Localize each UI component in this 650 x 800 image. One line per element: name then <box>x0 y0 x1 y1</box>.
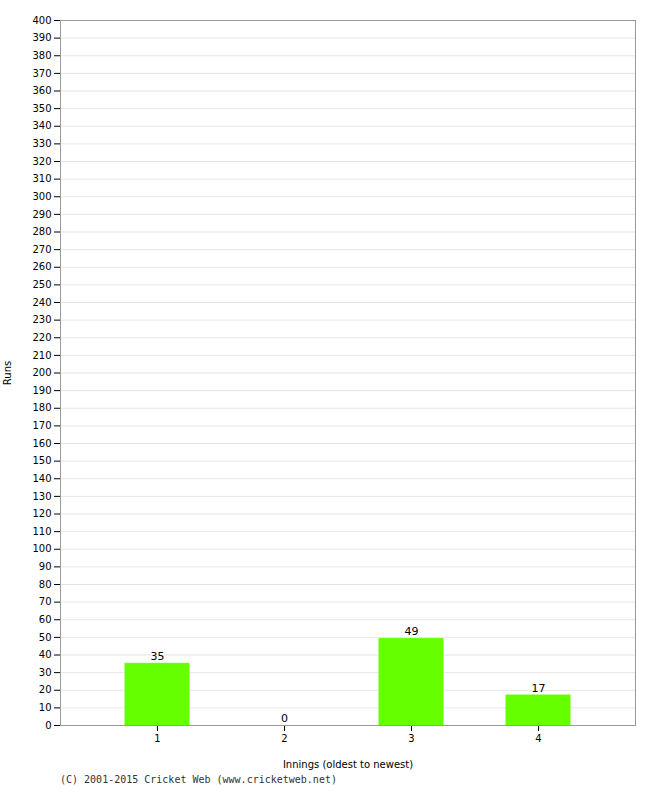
svg-text:330: 330 <box>32 138 51 149</box>
svg-text:17: 17 <box>532 682 546 695</box>
svg-text:40: 40 <box>39 649 52 660</box>
svg-text:210: 210 <box>32 350 51 361</box>
svg-text:150: 150 <box>32 455 51 466</box>
svg-text:90: 90 <box>39 561 52 572</box>
svg-text:170: 170 <box>32 420 51 431</box>
svg-text:400: 400 <box>32 15 51 26</box>
svg-text:220: 220 <box>32 332 51 343</box>
svg-text:340: 340 <box>32 120 51 131</box>
svg-text:300: 300 <box>32 191 51 202</box>
svg-text:20: 20 <box>39 684 52 695</box>
svg-text:290: 290 <box>32 209 51 220</box>
svg-text:3: 3 <box>408 733 414 744</box>
svg-text:250: 250 <box>32 279 51 290</box>
svg-text:Runs: Runs <box>2 361 13 385</box>
svg-text:380: 380 <box>32 50 51 61</box>
svg-text:0: 0 <box>45 720 51 731</box>
svg-text:190: 190 <box>32 385 51 396</box>
svg-text:360: 360 <box>32 85 51 96</box>
svg-text:80: 80 <box>39 579 52 590</box>
svg-text:4: 4 <box>535 733 541 744</box>
svg-text:30: 30 <box>39 667 52 678</box>
html-text:(C) 2001-2015 Cricket Web (www: (C) 2001-2015 Cricket Web (www.cricketwe… <box>60 774 337 785</box>
svg-text:10: 10 <box>39 702 52 713</box>
svg-text:50: 50 <box>39 632 52 643</box>
svg-text:160: 160 <box>32 438 51 449</box>
svg-text:270: 270 <box>32 244 51 255</box>
svg-text:180: 180 <box>32 402 51 413</box>
svg-text:1: 1 <box>154 733 160 744</box>
svg-text:320: 320 <box>32 156 51 167</box>
svg-text:2: 2 <box>281 733 287 744</box>
svg-text:280: 280 <box>32 226 51 237</box>
svg-text:390: 390 <box>32 32 51 43</box>
svg-text:35: 35 <box>151 650 165 663</box>
svg-text:310: 310 <box>32 173 51 184</box>
svg-text:49: 49 <box>405 625 419 638</box>
svg-text:110: 110 <box>32 526 51 537</box>
svg-text:240: 240 <box>32 297 51 308</box>
svg-text:130: 130 <box>32 491 51 502</box>
svg-text:370: 370 <box>32 68 51 79</box>
svg-text:0: 0 <box>281 712 288 725</box>
svg-text:260: 260 <box>32 261 51 272</box>
svg-text:60: 60 <box>39 614 52 625</box>
svg-text:200: 200 <box>32 367 51 378</box>
svg-text:100: 100 <box>32 543 51 554</box>
svg-text:350: 350 <box>32 103 51 114</box>
svg-text:230: 230 <box>32 314 51 325</box>
svg-text:140: 140 <box>32 473 51 484</box>
svg-text:Innings (oldest to newest): Innings (oldest to newest) <box>283 759 413 770</box>
svg-text:120: 120 <box>32 508 51 519</box>
svg-text:70: 70 <box>39 596 52 607</box>
